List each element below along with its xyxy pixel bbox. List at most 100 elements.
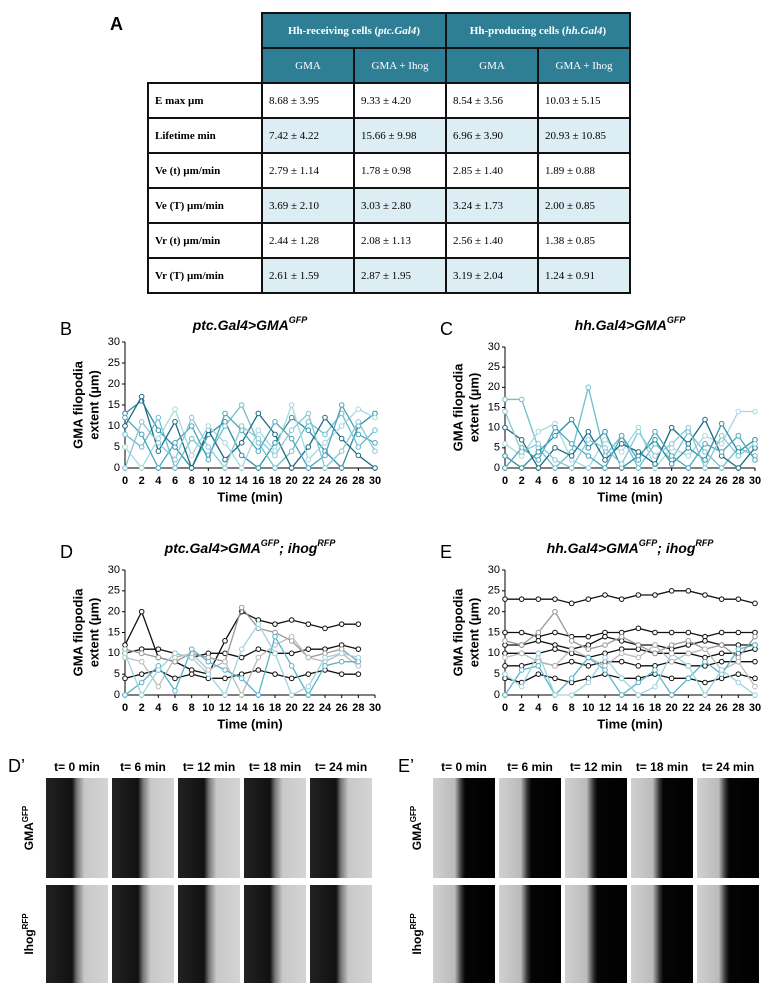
panel-label: E	[440, 542, 452, 562]
data-point	[172, 406, 178, 413]
data-point	[718, 629, 725, 636]
data-point	[355, 419, 362, 425]
x-tick-label: 18	[269, 475, 281, 487]
time-label: t= 24 min	[702, 760, 754, 774]
data-point	[188, 654, 195, 661]
data-point	[355, 621, 362, 627]
title-superscript: RFP	[695, 538, 714, 548]
x-tick-label: 18	[269, 702, 281, 714]
x-tick-label: 10	[582, 702, 594, 714]
table-cell: 2.61 ± 1.59	[261, 257, 355, 294]
data-point	[585, 633, 592, 640]
x-tick-label: 14	[616, 475, 629, 487]
data-point	[602, 633, 608, 640]
data-point	[255, 435, 262, 442]
y-tick-label: 15	[108, 399, 120, 411]
data-point	[305, 692, 312, 698]
data-point	[752, 408, 758, 415]
panel-label: D’	[8, 756, 25, 776]
data-point	[685, 675, 692, 682]
table-cell: 1.38 ± 0.85	[537, 222, 631, 259]
micrograph	[244, 885, 306, 983]
data-point	[238, 646, 245, 652]
y-tick-label: 20	[108, 606, 120, 618]
column-header: GMA	[445, 47, 539, 84]
data-point	[535, 457, 542, 463]
time-label: t= 18 min	[249, 760, 301, 774]
data-point	[702, 692, 708, 698]
group-header: Hh-producing cells (hh.Gal4)	[445, 12, 631, 49]
time-label: t= 12 min	[570, 760, 622, 774]
data-point	[222, 465, 228, 471]
table-row: Vr (T) µm/min 2.61 ± 1.59 2.87 ± 1.95 3.19 …	[147, 257, 631, 294]
data-point	[568, 453, 575, 459]
data-point	[718, 650, 725, 657]
data-point	[568, 658, 575, 665]
x-axis-label: Time (min)	[217, 716, 283, 731]
data-point	[238, 452, 245, 459]
data-point	[618, 658, 625, 665]
x-tick-label: 6	[172, 702, 178, 714]
data-point	[618, 692, 625, 698]
data-point	[205, 658, 212, 665]
data-point	[305, 621, 312, 627]
data-point	[668, 658, 675, 665]
x-tick-label: 10	[582, 475, 594, 487]
table-cell: 1.24 ± 0.91	[537, 257, 631, 294]
group-text: Hh-producing cells (	[469, 24, 566, 37]
data-point	[652, 436, 658, 443]
data-point	[338, 448, 345, 455]
data-point	[288, 663, 295, 669]
data-point	[702, 638, 708, 644]
x-tick-label: 20	[286, 475, 298, 487]
data-point	[502, 453, 508, 459]
y-tick-label: 30	[108, 336, 120, 348]
y-tick-label: 25	[488, 585, 500, 597]
data-point	[585, 679, 592, 686]
y-axis-label: extent (µm)	[86, 598, 101, 668]
x-tick-label: 12	[599, 475, 611, 487]
data-point	[652, 461, 658, 467]
data-point	[602, 436, 608, 443]
y-tick-label: 20	[108, 378, 120, 390]
data-point	[502, 692, 508, 698]
x-tick-label: 18	[649, 702, 661, 714]
data-point	[568, 465, 575, 471]
data-point	[585, 445, 592, 451]
title-superscript: GFP	[667, 315, 686, 325]
data-point	[255, 410, 262, 417]
data-point	[685, 588, 692, 594]
data-point	[735, 671, 742, 677]
y-tick-label: 15	[488, 626, 500, 638]
data-point	[602, 667, 608, 673]
data-point	[305, 444, 312, 450]
table-row: Vr (t) µm/min 2.44 ± 1.28 2.08 ± 1.13 2.56 …	[147, 222, 631, 259]
data-point	[568, 600, 575, 607]
data-point	[355, 646, 362, 652]
data-point	[685, 453, 692, 459]
series-line	[504, 410, 755, 470]
data-point	[172, 456, 178, 463]
data-point	[685, 629, 692, 636]
data-point	[518, 642, 525, 648]
panel-label: E’	[398, 756, 414, 776]
group-italic: hh.Gal4	[565, 24, 603, 37]
data-point	[635, 642, 642, 648]
micrograph	[433, 778, 495, 878]
data-point	[518, 596, 525, 602]
data-point	[338, 423, 345, 429]
data-point	[355, 406, 362, 413]
data-point	[635, 449, 642, 455]
data-point	[322, 440, 328, 446]
y-tick-label: 10	[488, 647, 500, 659]
data-point	[355, 431, 362, 438]
time-label: t= 0 min	[54, 760, 100, 774]
x-axis-label: Time (min)	[597, 716, 663, 731]
data-point	[502, 396, 508, 403]
title-text: ptc.Gal4>GMA	[192, 317, 289, 333]
y-tick-label: 30	[488, 341, 500, 353]
data-point	[305, 427, 312, 434]
data-point	[238, 440, 245, 446]
data-point	[618, 650, 625, 657]
data-point	[255, 646, 262, 652]
